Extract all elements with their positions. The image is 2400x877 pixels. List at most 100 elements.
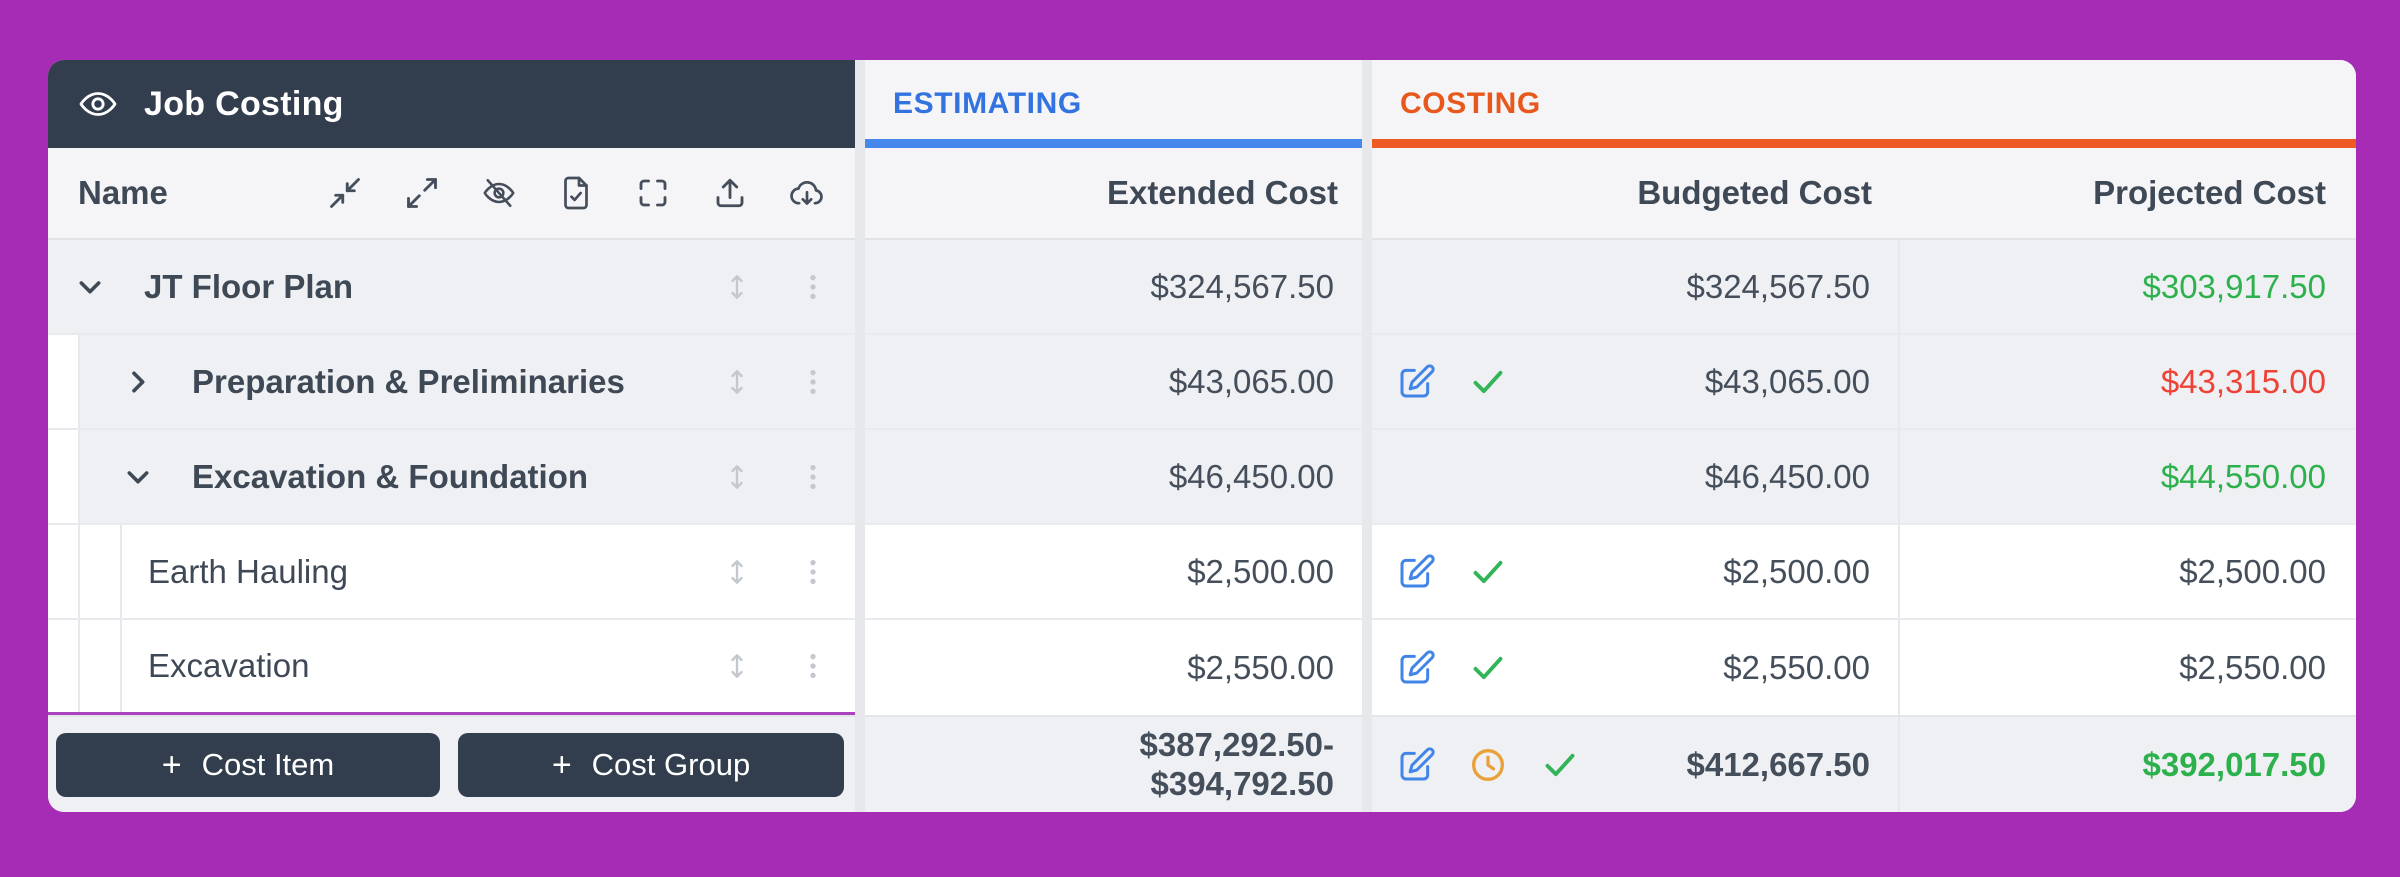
extended-cost-value: $324,567.50 [1150,267,1334,305]
projected-cost-total-cell: $392,017.50 [1900,717,2356,812]
budgeted-cost-cell[interactable]: $46,450.00 [1372,430,1900,523]
clock-icon [1468,745,1508,785]
projected-cost-column-header: Projected Cost [1900,148,2356,238]
projected-cost-value: $2,500.00 [2179,552,2326,590]
job-costing-widget: Job Costing Name [48,60,2356,812]
row-actions [721,461,855,493]
widget-title: Job Costing [144,84,344,123]
extended-cost-total: $387,292.50- $394,792.50 [1139,726,1334,804]
check-icon [1468,552,1508,592]
drag-handle-icon[interactable] [721,271,753,303]
budgeted-cost-column-header: Budgeted Cost [1372,148,1900,238]
extended-cost-cell[interactable]: $43,065.00 [865,335,1362,430]
indent-guide [48,335,80,428]
upload-icon[interactable] [712,175,748,211]
estimating-section-header: ESTIMATING [865,60,1362,148]
costing-row: $324,567.50 $303,917.50 [1372,240,2356,335]
edit-icon[interactable] [1396,552,1436,592]
kebab-menu-icon[interactable] [797,650,829,682]
name-panel: Job Costing Name [48,60,855,812]
costing-section-header: COSTING [1372,60,2356,148]
budgeted-cost-value: $43,065.00 [1704,362,1870,400]
kebab-menu-icon[interactable] [797,366,829,398]
row-actions [721,366,855,398]
projected-cost-cell[interactable]: $2,550.00 [1900,620,2356,715]
fullscreen-icon[interactable] [635,175,671,211]
extended-total-line2: $394,792.50 [1150,764,1334,802]
add-cost-item-button[interactable]: + Cost Item [56,732,440,797]
edit-icon[interactable] [1396,362,1436,402]
edit-icon[interactable] [1396,648,1436,688]
chevron-down-icon[interactable] [122,461,154,493]
indent-guide [80,620,122,712]
budgeted-cost-cell[interactable]: $2,550.00 [1372,620,1900,715]
extended-cost-label: Extended Cost [1106,174,1338,211]
costing-panel: COSTING Budgeted Cost Projected Cost $32… [1372,60,2356,812]
projected-cost-cell[interactable]: $2,500.00 [1900,525,2356,618]
costing-label: COSTING [1400,87,1541,120]
extended-cost-column-header: Extended Cost [865,148,1362,240]
budgeted-cost-cell[interactable]: $2,500.00 [1372,525,1900,618]
row-label: Excavation & Foundation [192,457,589,495]
drag-handle-icon[interactable] [721,461,753,493]
row-label: JT Floor Plan [144,267,354,305]
row-actions [721,271,855,303]
table-toolbar [327,175,825,211]
expand-rows-icon[interactable] [404,175,440,211]
kebab-menu-icon[interactable] [797,556,829,588]
file-check-icon[interactable] [558,175,594,211]
row-preparation-preliminaries[interactable]: Preparation & Preliminaries [48,335,855,430]
add-cost-group-label: Cost Group [591,746,751,782]
extended-cost-cell[interactable]: $2,550.00 [865,620,1362,715]
chevron-down-icon[interactable] [74,271,106,303]
add-cost-group-button[interactable]: + Cost Group [458,732,844,797]
extended-cost-value: $2,550.00 [1187,648,1334,686]
extended-total-line1: $387,292.50- [1139,725,1334,763]
estimating-label: ESTIMATING [893,87,1082,120]
costing-row: $46,450.00 $44,550.00 [1372,430,2356,525]
edit-icon[interactable] [1396,745,1436,785]
plus-icon: + [551,745,572,784]
costing-row: $43,065.00 $43,315.00 [1372,335,2356,430]
drag-handle-icon[interactable] [721,650,753,682]
extended-cost-value: $2,500.00 [1187,552,1334,590]
name-column-header: Name [48,148,855,240]
panel-gap [855,60,865,812]
cloud-download-icon[interactable] [789,175,825,211]
projected-cost-cell[interactable]: $303,917.50 [1900,240,2356,333]
extended-cost-cell[interactable]: $2,500.00 [865,525,1362,620]
costing-totals: $412,667.50 $392,017.50 [1372,715,2356,812]
drag-handle-icon[interactable] [721,556,753,588]
panel-gap [1362,60,1372,812]
projected-cost-cell[interactable]: $44,550.00 [1900,430,2356,523]
row-excavation-foundation[interactable]: Excavation & Foundation [48,430,855,525]
row-actions [721,650,855,682]
indent-guide [48,430,80,523]
extended-cost-cell[interactable]: $324,567.50 [865,240,1362,335]
extended-cost-cell[interactable]: $46,450.00 [865,430,1362,525]
extended-cost-total-cell: $387,292.50- $394,792.50 [865,715,1362,812]
budgeted-cost-cell[interactable]: $324,567.50 [1372,240,1900,333]
eye-icon[interactable] [78,84,118,124]
row-actions [721,556,855,588]
extended-cost-value: $46,450.00 [1168,457,1334,495]
row-jt-floor-plan[interactable]: JT Floor Plan [48,240,855,335]
costing-column-headers: Budgeted Cost Projected Cost [1372,148,2356,240]
projected-cost-total: $392,017.50 [2142,745,2326,783]
row-earth-hauling[interactable]: Earth Hauling [48,525,855,620]
estimating-panel: ESTIMATING Extended Cost $324,567.50 $43… [865,60,1362,812]
projected-cost-cell[interactable]: $43,315.00 [1900,335,2356,428]
kebab-menu-icon[interactable] [797,461,829,493]
collapse-rows-icon[interactable] [327,175,363,211]
hide-columns-icon[interactable] [481,175,517,211]
budgeted-cost-value: $324,567.50 [1686,267,1870,305]
chevron-right-icon[interactable] [122,366,154,398]
row-excavation[interactable]: Excavation [48,620,855,715]
drag-handle-icon[interactable] [721,366,753,398]
projected-cost-value: $2,550.00 [2179,648,2326,686]
kebab-menu-icon[interactable] [797,271,829,303]
budgeted-cost-cell[interactable]: $43,065.00 [1372,335,1900,428]
indent-guide [80,525,122,618]
row-label: Preparation & Preliminaries [192,362,625,400]
row-label: Excavation [148,647,310,684]
